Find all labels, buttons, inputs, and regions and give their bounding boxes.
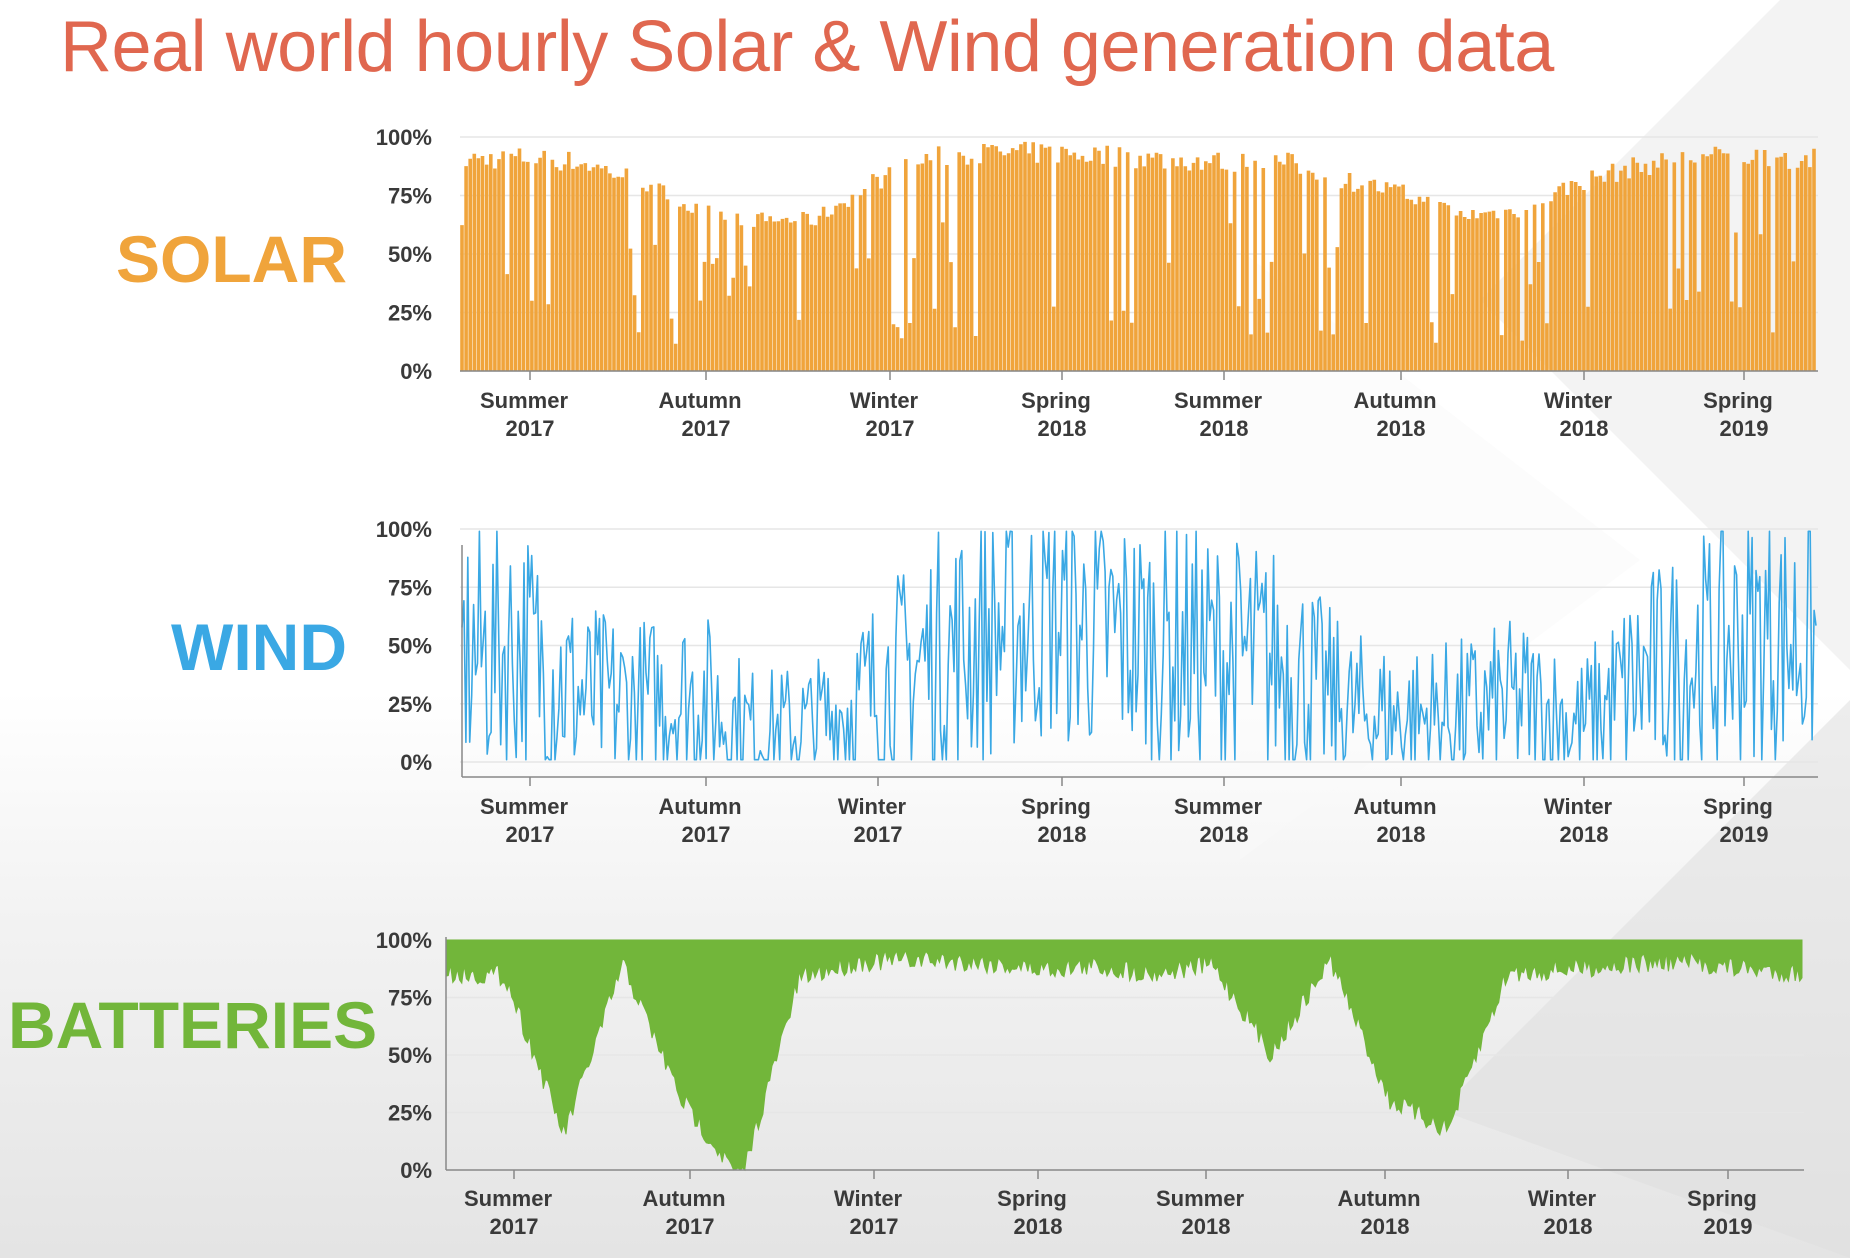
x-tick-label: 2018 [1200, 416, 1249, 441]
y-tick-label: 0% [400, 1158, 432, 1183]
x-tick-label: 2018 [1014, 1214, 1063, 1239]
y-tick-label: 100% [376, 928, 432, 953]
solar-label: SOLAR [116, 222, 347, 296]
y-tick-label: 0% [400, 750, 432, 775]
x-tick-label: 2019 [1704, 1214, 1753, 1239]
y-tick-label: 50% [388, 1043, 432, 1068]
x-tick-label: 2018 [1377, 416, 1426, 441]
x-tick-label: Summer [1174, 794, 1262, 819]
x-tick-label: 2017 [666, 1214, 715, 1239]
x-tick-label: 2018 [1038, 416, 1087, 441]
x-tick-label: Winter [1528, 1186, 1597, 1211]
x-tick-label: Summer [1174, 388, 1262, 413]
x-tick-label: Autumn [1353, 388, 1436, 413]
solar-series [460, 141, 1816, 371]
chart-batteries: 0% 25% 50% 75% 100% Summer 2017 Autumn 2017 Winte… [376, 928, 1804, 1239]
x-tick-label: Autumn [658, 388, 741, 413]
x-tick-label: 2018 [1038, 822, 1087, 847]
y-tick-label: 25% [388, 301, 432, 326]
x-tick-label: 2018 [1544, 1214, 1593, 1239]
x-tick-label: 2017 [854, 822, 903, 847]
x-tick-label: Spring [1703, 794, 1773, 819]
x-tick-label: 2017 [682, 416, 731, 441]
x-tick-label: Winter [1544, 794, 1613, 819]
x-tick-label: Autumn [1337, 1186, 1420, 1211]
x-tick-label: Winter [850, 388, 919, 413]
x-tick-label: Spring [1703, 388, 1773, 413]
y-tick-label: 75% [388, 986, 432, 1011]
x-tick-label: Summer [1156, 1186, 1244, 1211]
y-tick-label: 50% [388, 634, 432, 659]
x-tick-label: Spring [997, 1186, 1067, 1211]
x-tick-label: 2017 [866, 416, 915, 441]
x-tick-label: 2017 [506, 822, 555, 847]
x-tick-label: Winter [834, 1186, 903, 1211]
wind-series [461, 530, 1817, 761]
x-tick-label: Autumn [658, 794, 741, 819]
x-tick-label: 2018 [1377, 822, 1426, 847]
chart-solar: 0% 25% 50% 75% 100% Summer 2017 Autumn 2017 Winte… [376, 125, 1818, 441]
chart-wind: 0% 25% 50% 75% 100% Summer 2017 Autumn 2017 Winte… [376, 517, 1818, 847]
wind-label: WIND [171, 610, 347, 684]
x-tick-label: 2018 [1200, 822, 1249, 847]
x-tick-label: 2019 [1720, 822, 1769, 847]
y-tick-label: 100% [376, 517, 432, 542]
x-tick-label: 2018 [1560, 822, 1609, 847]
y-tick-label: 100% [376, 125, 432, 150]
x-tick-label: Autumn [1353, 794, 1436, 819]
batteries-series [445, 939, 1803, 1172]
x-tick-label: 2018 [1182, 1214, 1231, 1239]
x-tick-label: 2017 [682, 822, 731, 847]
slide-title: Real world hourly Solar & Wind generatio… [60, 7, 1554, 87]
x-tick-label: 2018 [1361, 1214, 1410, 1239]
y-tick-label: 25% [388, 1101, 432, 1126]
y-tick-label: 75% [388, 575, 432, 600]
x-tick-label: 2017 [506, 416, 555, 441]
x-tick-label: Winter [838, 794, 907, 819]
y-tick-label: 0% [400, 359, 432, 384]
x-tick-label: 2017 [490, 1214, 539, 1239]
y-tick-label: 75% [388, 184, 432, 209]
y-tick-label: 25% [388, 692, 432, 717]
x-tick-label: 2017 [850, 1214, 899, 1239]
y-tick-label: 50% [388, 242, 432, 267]
x-tick-label: 2018 [1560, 416, 1609, 441]
x-tick-label: Autumn [642, 1186, 725, 1211]
x-tick-label: Summer [464, 1186, 552, 1211]
x-tick-label: 2019 [1720, 416, 1769, 441]
x-tick-label: Winter [1544, 388, 1613, 413]
x-tick-label: Spring [1021, 794, 1091, 819]
x-tick-label: Spring [1687, 1186, 1757, 1211]
x-tick-label: Spring [1021, 388, 1091, 413]
x-tick-label: Summer [480, 388, 568, 413]
x-tick-label: Summer [480, 794, 568, 819]
batteries-label: BATTERIES [8, 988, 378, 1062]
